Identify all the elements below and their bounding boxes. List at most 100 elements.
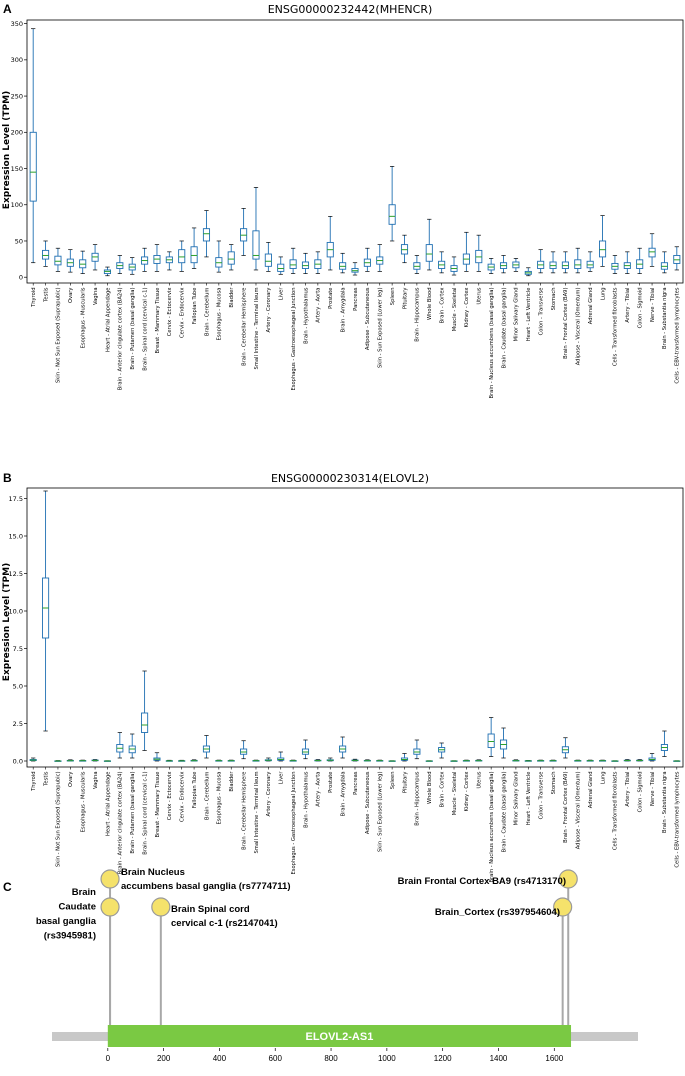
chart-a-box xyxy=(178,249,186,264)
chart-b-xtick-label: Brain - Spinal cord (cervical c-1) xyxy=(142,772,148,855)
chart-a-xtick-label: Artery - Coronary xyxy=(266,288,272,333)
snp-label: accumbens basal ganglia (rs7774711) xyxy=(121,881,291,892)
chart-b-ytick-label: 2.5 xyxy=(13,720,23,728)
chart-b-xtick-label: Esophagus - Muscularis xyxy=(80,771,86,832)
chart-a-xtick-label: Brain - Cerebellum xyxy=(204,288,210,337)
chart-b-box xyxy=(141,712,149,733)
chart-b-xtick-label: Brain - Hypothalamus xyxy=(303,771,309,828)
chart-a-box xyxy=(388,204,396,225)
chart-a-xtick-label: Nerve - Tibial xyxy=(650,288,656,322)
c-xtick-label: 1000 xyxy=(378,1054,396,1063)
chart-a-xtick-label: Prostate xyxy=(328,288,334,309)
chart-a-xtick-label: Bladder xyxy=(229,287,235,308)
chart-a-ytick-label: 100 xyxy=(11,201,23,209)
chart-a-xtick-label: Minor Salivary Gland xyxy=(514,288,520,342)
chart-a-ytick-label: 250 xyxy=(11,92,23,100)
snp-head xyxy=(100,869,120,889)
chart-b-xtick-label: Uterus xyxy=(477,771,483,788)
chart-a-xtick-label: Adipose - Visceral (Omentum) xyxy=(576,288,582,366)
snp-label: Brain xyxy=(72,887,96,898)
snp-label: Caudate xyxy=(59,902,96,913)
chart-b-xtick-label: Brain - Substantia nigra xyxy=(662,772,668,833)
chart-a-xtick-label: Stomach xyxy=(551,288,557,311)
chart-a-ytick-label: 0 xyxy=(19,274,23,282)
c-xtick-label: 1400 xyxy=(490,1054,508,1063)
chart-b-xtick-label: Liver xyxy=(279,771,285,785)
chart-a-xtick-label: Muscle - Skeletal xyxy=(452,288,458,332)
chart-a-xtick-label: Fallopian Tube xyxy=(192,288,198,325)
chart-a-xtick-label: Vagina xyxy=(93,288,99,306)
chart-b-xtick-label: Minor Salivary Gland xyxy=(514,772,520,826)
chart-b-xtick-label: Brain - Cerebellar Hemisphere xyxy=(241,772,247,850)
chart-b-ytick-label: 12.5 xyxy=(9,570,23,578)
chart-b-xtick-label: Skin - Sun Exposed (Lower leg) xyxy=(378,772,384,853)
chart-a-xtick-label: Cells - EBV-transformed lymphocytes xyxy=(675,287,681,383)
chart-a-box xyxy=(599,240,607,258)
chart-a-xtick-label: Kidney - Cortex xyxy=(464,288,470,328)
chart-a-ylabel: Expression Level (TPM) xyxy=(2,91,12,209)
chart-c-lollipop: ELOVL2-AS1 0 200 400 600 800 1000 1200 1400 1600 B… xyxy=(36,867,638,1063)
chart-a-xtick-label: Pituitary xyxy=(402,288,408,310)
chart-a-box xyxy=(264,253,272,267)
chart-b-xtick-label: Kidney - Cortex xyxy=(464,772,470,812)
c-xtick-label: 400 xyxy=(213,1054,227,1063)
chart-b-xtick-label: Breast - Mammary Tissue xyxy=(155,772,161,838)
chart-a-xtick-label: Skin - Not Sun Exposed (Suprapubic) xyxy=(56,288,62,384)
chart-a-xtick-label: Artery - Tibial xyxy=(625,288,631,323)
chart-b-xtick-label: Stomach xyxy=(551,772,557,795)
chart-b-xtick-label: Cells - Transformed fibroblasts xyxy=(613,771,619,850)
chart-b-xtick-label: Colon - Sigmoid xyxy=(637,772,643,813)
snp-label: Brain Nucleus xyxy=(121,867,185,878)
snp-label: Brain_Cortex (rs397954604) xyxy=(435,907,560,918)
chart-b-xtick-label: Nerve - Tibial xyxy=(650,772,656,806)
chart-b-xtick-label: Brain - Amygdala xyxy=(340,772,346,817)
chart-a-xtick-label: Breast - Mammary Tissue xyxy=(155,288,161,354)
gene-label: ELOVL2-AS1 xyxy=(305,1031,373,1043)
chart-a-xtick-label: Brain - Caudate (basal ganglia) xyxy=(501,288,507,369)
snp-label: cervical c-1 (rs2147041) xyxy=(171,918,278,929)
c-xtick-label: 0 xyxy=(106,1054,111,1063)
chart-a-box xyxy=(648,247,656,258)
chart-a-xtick-label: Colon - Transverse xyxy=(538,288,544,336)
snp-head xyxy=(151,897,171,917)
chart-b-ytick-label: 0.0 xyxy=(13,757,23,765)
snp-label: basal ganglia xyxy=(36,916,97,927)
gene-body xyxy=(107,1025,572,1047)
chart-b-xtick-label: Vagina xyxy=(93,772,99,790)
chart-b-xtick-label: Artery - Coronary xyxy=(266,772,272,817)
chart-a-title: ENSG00000232442(MHENCR) xyxy=(268,3,433,16)
chart-a-xtick-label: Colon - Sigmoid xyxy=(637,288,643,329)
chart-b-xtick-label: Brain - Cerebellum xyxy=(204,772,210,821)
chart-b-title: ENSG00000230314(ELOVL2) xyxy=(271,472,429,485)
chart-a-xtick-label: Brain - Cerebellar Hemisphere xyxy=(241,288,247,366)
chart-a-xtick-label: Thyroid xyxy=(31,288,37,308)
chart-b-xtick-label: Adipose - Subcutaneous xyxy=(365,771,371,834)
chart-a-box xyxy=(190,246,198,264)
chart-b-xtick-label: Heart - Left Ventricle xyxy=(526,772,532,826)
chart-a-box xyxy=(574,259,582,269)
chart-a-xtick-label: Cervix - Endocervix xyxy=(180,288,186,339)
chart-a-xtick-label: Brain - Substantia nigra xyxy=(662,288,668,349)
chart-a-box xyxy=(202,228,211,242)
chart-b-plot-frame xyxy=(26,487,684,768)
chart-b-xtick-label: Colon - Transverse xyxy=(538,772,544,820)
snp-head xyxy=(100,897,120,917)
chart-a-box xyxy=(54,255,62,266)
c-xtick-label: 200 xyxy=(157,1054,171,1063)
chart-b-xtick-label: Ovary xyxy=(68,772,74,788)
chart-b-xtick-label: Esophagus - Gastroesophageal Junction xyxy=(291,772,297,875)
chart-b-xtick-label: Brain - Putamen (basal ganglia) xyxy=(130,772,136,854)
chart-a-xtick-label: Small Intestine - Terminal Ileum xyxy=(254,288,260,370)
chart-b-xtick-label: Spleen xyxy=(390,772,396,790)
chart-b-xtick-label: Artery - Tibial xyxy=(625,772,631,807)
chart-a-xtick-label: Cells - Transformed fibroblasts xyxy=(613,287,619,366)
chart-a-ytick-label: 300 xyxy=(11,56,23,64)
snp-head xyxy=(553,897,573,917)
chart-a-xtick-label: Whole Blood xyxy=(427,288,433,321)
chart-a-box xyxy=(42,249,50,260)
chart-b-ytick-label: 7.5 xyxy=(13,645,23,653)
chart-a-xtick-label: Liver xyxy=(279,287,285,301)
chart-a-xtick-label: Spleen xyxy=(390,288,396,306)
chart-b-xtick-label: Heart - Atrial Appendage xyxy=(105,772,111,837)
chart-a-xtick-label: Ovary xyxy=(68,288,74,304)
